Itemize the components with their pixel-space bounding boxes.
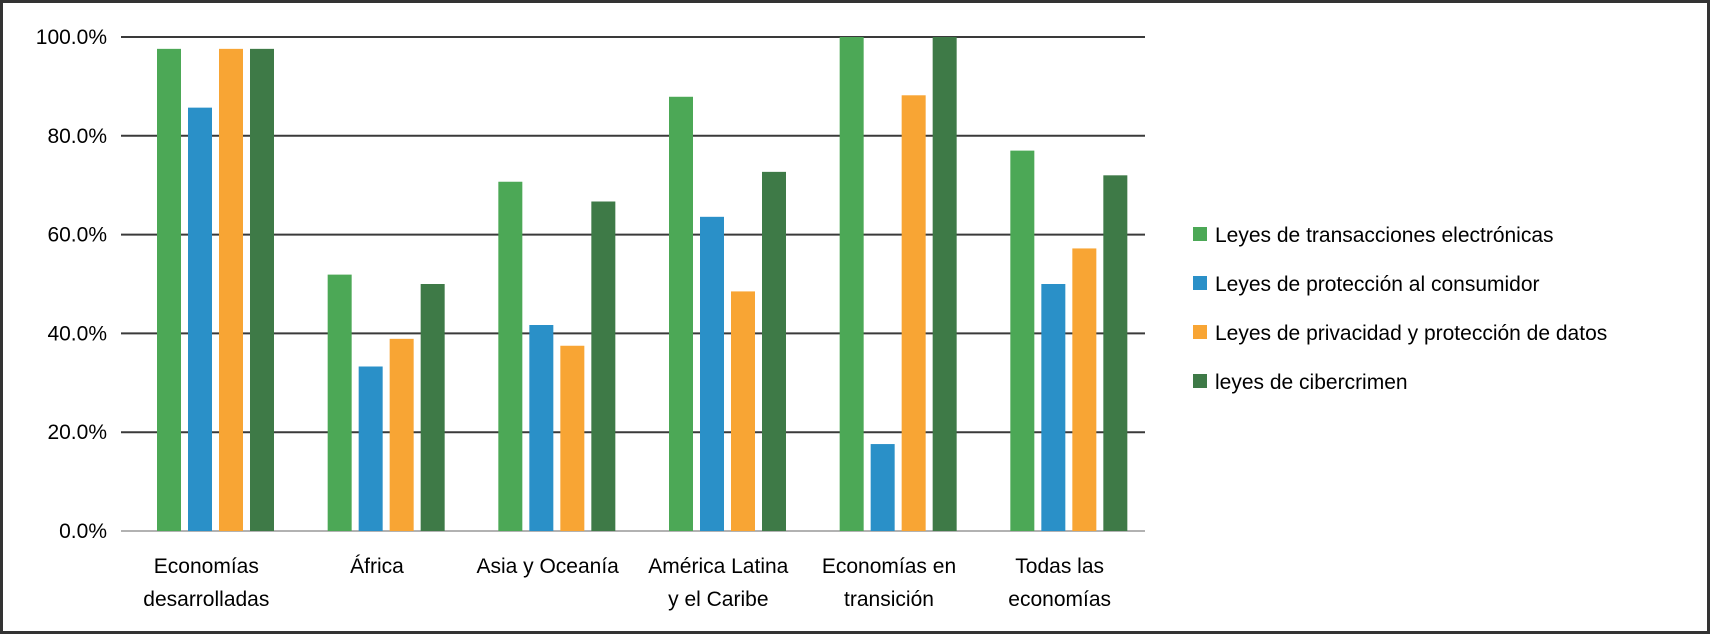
bar-4-5 xyxy=(932,37,957,531)
bars xyxy=(157,37,1128,532)
bar-3-1 xyxy=(219,48,243,532)
bar-1-1 xyxy=(157,48,181,532)
category-label: América Latina y el Caribe xyxy=(648,555,788,611)
legend-swatch xyxy=(1193,227,1207,241)
bar-3-2 xyxy=(389,338,414,531)
bar-4-4 xyxy=(762,171,786,531)
bar-2-6 xyxy=(1041,284,1066,531)
bar-4-3 xyxy=(591,201,616,531)
y-tick-label: 60.0% xyxy=(47,224,107,247)
y-tick-label: 20.0% xyxy=(47,421,107,444)
bar-1-5 xyxy=(839,37,864,531)
legend-swatch xyxy=(1193,325,1207,339)
legend: Leyes de transacciones electrónicas Leyes… xyxy=(1193,224,1607,394)
bar-2-2 xyxy=(358,366,383,531)
legend-swatch xyxy=(1193,374,1207,388)
bar-1-6 xyxy=(1010,150,1035,531)
category-label: Economías desarrolladas xyxy=(143,555,269,611)
category-label: Economías en transición xyxy=(822,555,956,611)
bar-3-5 xyxy=(901,95,926,532)
bar-3-3 xyxy=(560,345,585,531)
y-tick-label: 40.0% xyxy=(47,322,107,345)
gridlines xyxy=(121,36,1145,532)
bar-2-5 xyxy=(870,444,895,531)
bar-1-3 xyxy=(498,181,523,531)
bar-2-1 xyxy=(188,107,212,531)
category-label: África xyxy=(350,555,404,578)
legend-label: Leyes de transacciones electrónicas xyxy=(1215,224,1554,247)
bar-1-4 xyxy=(669,96,693,532)
bar-3-4 xyxy=(731,291,755,531)
bar-chart: 0.0% 20.0% 40.0% 60.0% 80.0% 100.0% Economías d… xyxy=(36,26,1607,611)
category-label: Asia y Oceanía xyxy=(476,555,619,578)
bar-1-2 xyxy=(327,274,352,531)
y-tick-label: 0.0% xyxy=(59,520,107,543)
legend-label: leyes de cibercrimen xyxy=(1215,371,1408,394)
y-tick-label: 100.0% xyxy=(36,26,107,49)
bar-4-2 xyxy=(420,284,445,531)
legend-label: Leyes de privacidad y protección de dato… xyxy=(1215,322,1607,345)
category-label: Todas las economías xyxy=(1008,555,1111,611)
bar-2-3 xyxy=(529,325,554,531)
bar-4-6 xyxy=(1103,175,1128,531)
axes: 0.0% 20.0% 40.0% 60.0% 80.0% 100.0% Economías d… xyxy=(36,26,1111,611)
legend-swatch xyxy=(1193,276,1207,290)
bar-2-4 xyxy=(700,216,724,532)
legend-label: Leyes de protección al consumidor xyxy=(1215,273,1540,296)
bar-4-1 xyxy=(250,48,274,532)
y-tick-label: 80.0% xyxy=(47,125,107,148)
bar-3-6 xyxy=(1072,248,1097,531)
